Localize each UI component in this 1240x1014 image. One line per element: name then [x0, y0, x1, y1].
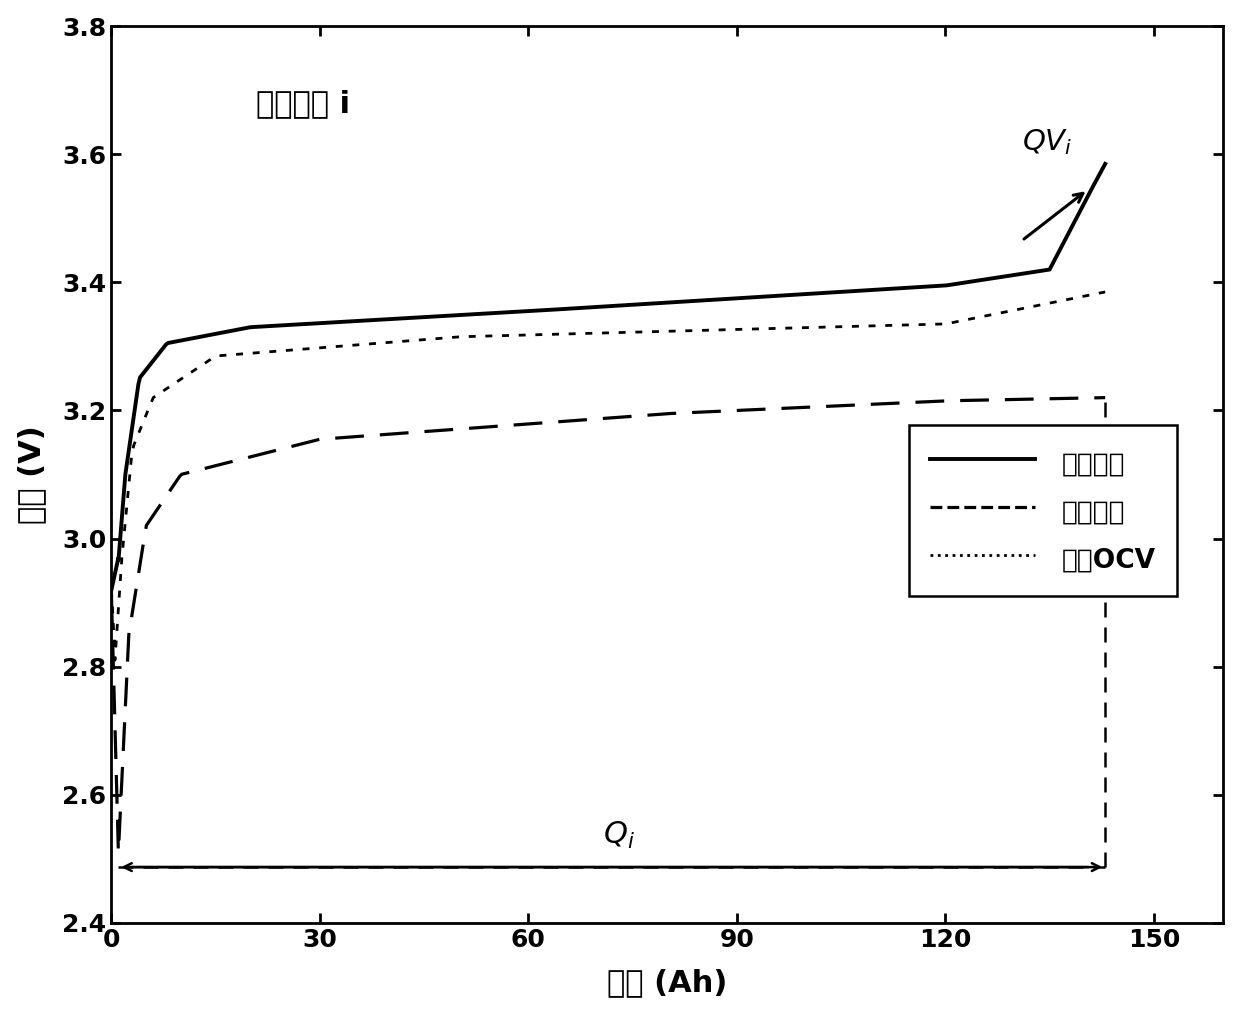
近似OCV: [708, 323, 723, 336]
放电曲线: [1097, 391, 1112, 404]
充电曲线: [589, 301, 604, 313]
充电曲线: [118, 476, 133, 488]
充电曲线: [104, 584, 119, 596]
充电曲线: [278, 319, 293, 332]
充电曲线: [420, 311, 435, 323]
Text: 单体电池 i: 单体电池 i: [255, 89, 350, 118]
近似OCV: [808, 321, 823, 334]
充电曲线: [1097, 158, 1112, 170]
近似OCV: [1097, 286, 1112, 298]
近似OCV: [104, 584, 119, 596]
放电曲线: [122, 631, 136, 643]
放电曲线: [630, 410, 645, 422]
放电曲线: [165, 482, 180, 494]
Y-axis label: 电压 (V): 电压 (V): [16, 425, 46, 524]
X-axis label: 容量 (Ah): 容量 (Ah): [608, 968, 728, 998]
近似OCV: [128, 435, 143, 447]
近似OCV: [108, 654, 123, 666]
近似OCV: [223, 349, 238, 361]
Line: 近似OCV: 近似OCV: [112, 292, 1105, 660]
放电曲线: [796, 402, 811, 414]
Line: 充电曲线: 充电曲线: [112, 164, 1105, 590]
近似OCV: [615, 327, 630, 339]
放电曲线: [965, 394, 980, 407]
放电曲线: [110, 847, 125, 859]
近似OCV: [454, 331, 469, 343]
充电曲线: [652, 297, 667, 309]
放电曲线: [119, 687, 134, 700]
Text: $Q_i$: $Q_i$: [603, 820, 635, 851]
充电曲线: [842, 285, 857, 297]
Legend: 充电曲线, 放电曲线, 近似OCV: 充电曲线, 放电曲线, 近似OCV: [909, 425, 1177, 596]
Line: 放电曲线: 放电曲线: [112, 397, 1105, 853]
Text: $QV_i$: $QV_i$: [1022, 128, 1073, 157]
放电曲线: [104, 590, 119, 602]
